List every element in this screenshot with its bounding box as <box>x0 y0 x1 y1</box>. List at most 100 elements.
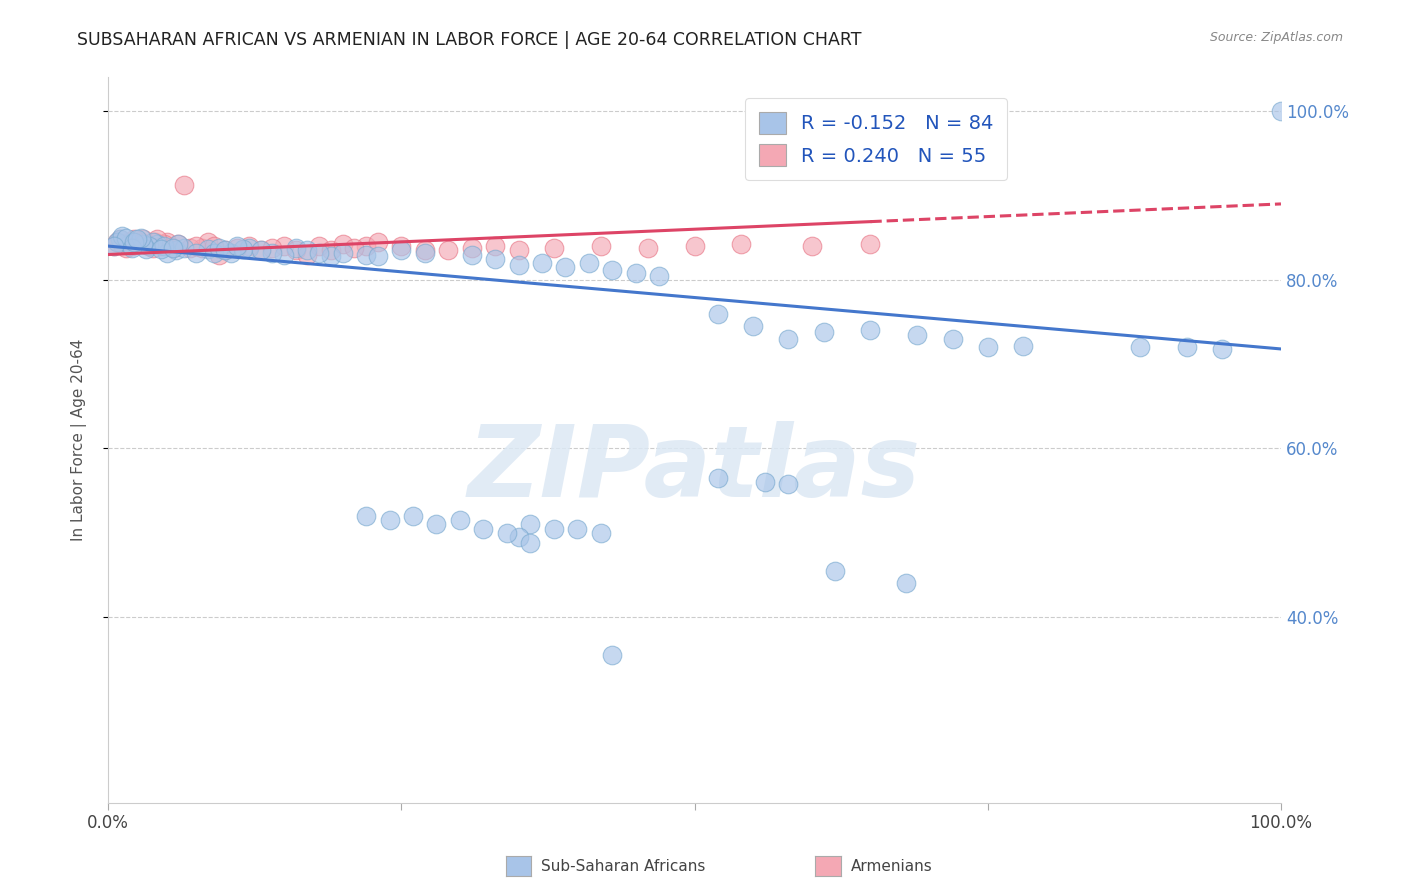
Point <box>589 525 612 540</box>
Point <box>941 332 963 346</box>
Point <box>114 230 136 244</box>
Point <box>1211 342 1233 356</box>
Point <box>167 237 190 252</box>
Point <box>472 522 495 536</box>
Point <box>389 239 412 253</box>
Point <box>127 232 149 246</box>
Point <box>127 237 149 252</box>
Point <box>1129 340 1152 354</box>
Point <box>602 262 624 277</box>
Point <box>129 230 152 244</box>
Point <box>354 239 377 253</box>
Point <box>108 232 131 246</box>
Point <box>894 576 917 591</box>
Point <box>813 325 835 339</box>
Point <box>184 245 207 260</box>
Point <box>637 241 659 255</box>
Point <box>1012 338 1035 352</box>
Point <box>122 235 145 249</box>
Point <box>262 241 284 255</box>
Point <box>249 244 271 258</box>
Point <box>683 239 706 253</box>
Point <box>121 241 143 255</box>
Point <box>543 522 565 536</box>
Point <box>184 239 207 253</box>
Point <box>284 241 307 255</box>
Point <box>460 241 482 255</box>
Point <box>111 237 134 252</box>
Text: Sub-Saharan Africans: Sub-Saharan Africans <box>541 859 706 873</box>
Point <box>111 229 134 244</box>
Point <box>905 327 928 342</box>
Point <box>624 266 647 280</box>
Point <box>824 564 846 578</box>
Point <box>122 232 145 246</box>
Point <box>167 237 190 252</box>
Point <box>202 239 225 253</box>
Point <box>197 235 219 249</box>
Point <box>437 244 460 258</box>
Point <box>107 235 129 249</box>
Point <box>173 241 195 255</box>
Point <box>226 239 249 253</box>
Point <box>343 241 366 255</box>
Point <box>519 536 541 550</box>
Point <box>484 239 506 253</box>
Point <box>238 241 260 255</box>
Point <box>495 525 517 540</box>
Point <box>138 239 160 253</box>
Point <box>648 268 671 283</box>
Point <box>214 244 236 258</box>
Point <box>402 508 425 523</box>
Point <box>367 249 389 263</box>
Point <box>484 252 506 266</box>
Text: Armenians: Armenians <box>851 859 932 873</box>
Point <box>118 237 141 252</box>
Point <box>146 237 169 252</box>
Text: SUBSAHARAN AFRICAN VS ARMENIAN IN LABOR FORCE | AGE 20-64 CORRELATION CHART: SUBSAHARAN AFRICAN VS ARMENIAN IN LABOR … <box>77 31 862 49</box>
Text: ZIPatlas: ZIPatlas <box>468 420 921 517</box>
Point <box>531 256 554 270</box>
Point <box>103 239 125 253</box>
Point <box>179 241 201 255</box>
Point <box>508 258 530 272</box>
Point <box>508 244 530 258</box>
Point <box>249 244 271 258</box>
Point <box>367 235 389 249</box>
Point <box>308 245 330 260</box>
Point <box>273 239 295 253</box>
Point <box>156 235 179 249</box>
Point <box>156 245 179 260</box>
Point <box>132 237 155 252</box>
Point <box>354 508 377 523</box>
Point <box>132 232 155 246</box>
Point <box>232 243 254 257</box>
Point <box>319 244 342 258</box>
Point <box>519 517 541 532</box>
Point <box>543 241 565 255</box>
Point <box>214 244 236 258</box>
Point <box>202 245 225 260</box>
Point <box>149 243 172 257</box>
Point <box>135 243 157 257</box>
Point <box>153 237 176 252</box>
Point <box>413 245 436 260</box>
Point <box>162 241 184 255</box>
Point <box>730 237 752 252</box>
Point <box>425 517 447 532</box>
Point <box>742 319 765 334</box>
Point <box>707 471 730 485</box>
Point <box>108 232 131 246</box>
Point <box>778 476 800 491</box>
Point <box>800 239 823 253</box>
Text: Source: ZipAtlas.com: Source: ZipAtlas.com <box>1209 31 1343 45</box>
Point <box>149 239 172 253</box>
Point <box>1270 104 1292 119</box>
Point <box>554 260 576 275</box>
Point <box>191 241 214 255</box>
Point <box>153 239 176 253</box>
Point <box>297 244 319 258</box>
Point <box>121 239 143 253</box>
Point <box>602 648 624 662</box>
Point <box>332 245 354 260</box>
